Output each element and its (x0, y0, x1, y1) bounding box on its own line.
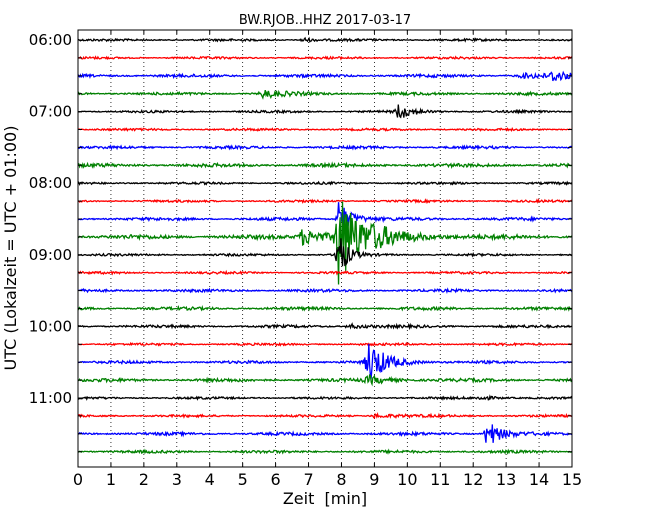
trace-0945 (77, 305, 573, 312)
trace-1000 (77, 322, 573, 331)
x-tick-label: 4 (205, 470, 215, 489)
trace-0615 (77, 55, 573, 61)
y-tick-label: 10:00 (29, 317, 72, 335)
trace-0845 (77, 201, 573, 285)
x-tick-label: 15 (562, 470, 582, 489)
x-tick-label: 6 (271, 470, 281, 489)
x-tick-label: 3 (172, 470, 182, 489)
trace-0745 (77, 161, 573, 169)
x-tick-label: 7 (303, 470, 313, 489)
y-tick-label: 06:00 (29, 31, 72, 49)
y-tick-label: 07:00 (29, 103, 72, 121)
trace-0815 (77, 198, 573, 205)
x-tick-label: 9 (369, 470, 379, 489)
trace-1045 (77, 374, 573, 387)
x-axis: 0 1 2 3 4 5 6 7 8 9 10 11 12 13 14 15 (73, 30, 582, 489)
trace-0715 (77, 127, 573, 133)
x-tick-label: 8 (336, 470, 346, 489)
x-tick-label: 13 (496, 470, 516, 489)
x-tick-label: 5 (238, 470, 248, 489)
traces (77, 36, 573, 455)
trace-0630 (77, 70, 573, 82)
trace-1115 (77, 412, 573, 420)
trace-0730 (77, 144, 573, 151)
x-tick-label: 10 (397, 470, 417, 489)
trace-0900 (77, 238, 573, 267)
y-axis-label: UTC (Lokalzeit = UTC + 01:00) (1, 126, 20, 371)
x-tick-label: 0 (73, 470, 83, 489)
x-tick-label: 11 (430, 470, 450, 489)
trace-1015 (77, 341, 573, 347)
plot-frame (77, 29, 573, 468)
trace-1100 (77, 394, 573, 401)
x-axis-label: Zeit [min] (283, 489, 367, 508)
x-tick-label: 12 (463, 470, 483, 489)
chart-title: BW.RJOB..HHZ 2017-03-17 (239, 13, 411, 28)
x-tick-label: 1 (106, 470, 116, 489)
y-tick-label: 09:00 (29, 246, 72, 264)
y-axis: 06:00 07:00 08:00 09:00 10:00 11:00 (29, 31, 572, 453)
trace-0645 (77, 89, 573, 100)
x-grid (110, 30, 540, 467)
trace-0600 (77, 36, 573, 43)
trace-0830 (77, 202, 573, 227)
trace-0800 (77, 180, 573, 186)
y-tick-label: 08:00 (29, 174, 72, 192)
trace-0930 (77, 287, 573, 294)
x-tick-label: 14 (529, 470, 549, 489)
trace-1030 (77, 343, 573, 380)
trace-0700 (77, 104, 573, 119)
trace-1130 (77, 424, 573, 443)
x-tick-label: 2 (139, 470, 149, 489)
trace-0915 (77, 269, 573, 276)
y-tick-label: 11:00 (29, 389, 72, 407)
trace-1145 (77, 448, 573, 455)
